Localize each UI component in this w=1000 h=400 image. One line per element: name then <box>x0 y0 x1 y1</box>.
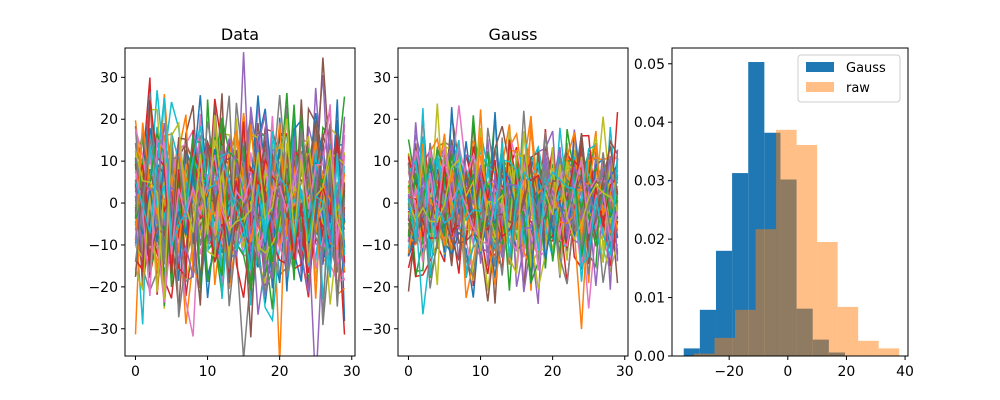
histogram-bar-gauss <box>715 250 733 356</box>
line-series-group <box>407 103 619 330</box>
x-tick-label: 10 <box>472 364 490 380</box>
legend: Gauss raw <box>797 54 901 103</box>
histogram-bar-raw <box>755 229 777 356</box>
y-tick-label: 0 <box>382 196 391 212</box>
line-series-group <box>134 52 346 356</box>
y-tick-label: 10 <box>100 154 118 170</box>
axes-ticks: 0 10 20 30 −30 −20 −10 0 10 20 30 <box>88 70 360 380</box>
y-tick-label: 0.01 <box>634 291 665 307</box>
histogram-bar-raw <box>735 309 756 356</box>
histogram-bars-group <box>683 62 900 356</box>
series-line <box>134 114 346 293</box>
axes-frame <box>397 47 629 357</box>
y-tick-label: 30 <box>100 70 118 86</box>
y-tick-label: 0 <box>109 196 118 212</box>
histogram-bar-raw <box>817 242 838 356</box>
axes-frame <box>671 47 909 357</box>
legend-label-gauss: Gauss <box>846 61 886 76</box>
y-tick-label: −30 <box>361 322 391 338</box>
histogram-bar-gauss <box>699 309 716 356</box>
histogram-bar-gauss <box>683 348 700 356</box>
y-tick-label: 0.00 <box>634 349 665 365</box>
y-tick-label: −30 <box>88 322 118 338</box>
y-tick-label: 30 <box>373 70 391 86</box>
histogram-bar-raw <box>858 340 879 356</box>
subplot-title-gauss: Gauss <box>488 25 537 44</box>
y-tick-label: 10 <box>373 154 391 170</box>
subplot-histogram: −20 0 20 40 0.00 0.01 0.02 0.03 0.04 0.05 Gauss r… <box>634 47 914 380</box>
x-tick-label: 0 <box>783 364 792 380</box>
x-tick-label: −20 <box>714 364 744 380</box>
y-tick-label: −20 <box>88 280 118 296</box>
axes-ticks: −20 0 20 40 0.00 0.01 0.02 0.03 0.04 0.05 <box>634 57 914 380</box>
histogram-bar-raw <box>796 145 818 356</box>
axes-ticks: 0 10 20 30 −30 −20 −10 0 10 20 30 <box>361 70 633 380</box>
y-tick-label: −20 <box>361 280 391 296</box>
y-tick-label: 20 <box>373 112 391 128</box>
y-tick-label: 0.02 <box>634 232 665 248</box>
histogram-bar-raw <box>714 337 736 356</box>
subplot-gauss: Gauss 0 10 20 30 −30 −20 −10 0 10 20 30 <box>361 25 633 380</box>
x-tick-label: 20 <box>544 364 562 380</box>
x-tick-label: 30 <box>616 364 634 380</box>
histogram-bar-raw <box>878 348 900 356</box>
x-tick-label: 30 <box>343 364 361 380</box>
y-tick-label: 0.04 <box>634 115 665 131</box>
subplot-title-data: Data <box>221 25 259 44</box>
series-line <box>407 139 619 315</box>
histogram-bar-raw <box>776 129 797 356</box>
x-tick-label: 0 <box>131 364 140 380</box>
legend-swatch-raw <box>806 82 834 92</box>
series-line <box>407 131 619 275</box>
histogram-bar-raw <box>693 353 715 356</box>
legend-label-raw: raw <box>846 81 870 96</box>
series-line <box>407 133 619 250</box>
x-tick-label: 20 <box>838 364 856 380</box>
axes-frame <box>124 47 356 357</box>
y-tick-label: −10 <box>88 238 118 254</box>
y-tick-label: −10 <box>361 238 391 254</box>
y-tick-label: 0.03 <box>634 174 665 190</box>
x-tick-label: 40 <box>896 364 914 380</box>
series-line <box>134 97 346 278</box>
x-tick-label: 10 <box>199 364 217 380</box>
x-tick-label: 20 <box>271 364 289 380</box>
y-tick-label: 20 <box>100 112 118 128</box>
subplot-data: Data 0 10 20 30 −30 −20 −10 0 10 20 30 <box>88 25 360 380</box>
series-line <box>407 108 619 276</box>
histogram-bar-raw <box>837 306 859 356</box>
series-line <box>407 146 619 271</box>
series-line <box>407 137 619 289</box>
y-tick-label: 0.05 <box>634 57 665 73</box>
legend-swatch-gauss <box>806 62 834 72</box>
x-tick-label: 0 <box>404 364 413 380</box>
